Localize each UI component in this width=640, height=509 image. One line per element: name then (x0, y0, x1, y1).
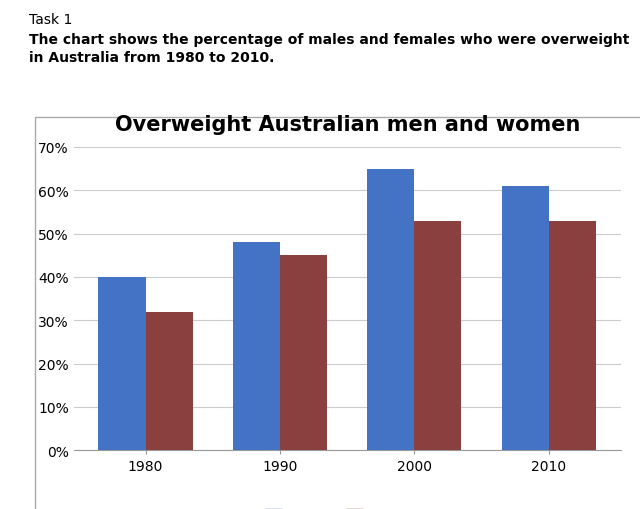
Bar (233, 243, 280, 450)
Title: Overweight Australian men and women: Overweight Australian men and women (115, 115, 580, 135)
Bar (145, 312, 193, 450)
Bar (280, 256, 327, 450)
Bar (35, 117, 640, 509)
Bar (415, 221, 461, 450)
Text: The chart shows the percentage of males and females who were overweight: The chart shows the percentage of males … (29, 33, 629, 47)
Bar (549, 221, 596, 450)
Text: Task 1: Task 1 (29, 13, 72, 26)
Bar (502, 186, 549, 450)
Legend: males, females: males, females (260, 503, 435, 509)
Bar (367, 169, 415, 450)
Text: in Australia from 1980 to 2010.: in Australia from 1980 to 2010. (29, 51, 274, 65)
Bar (99, 277, 145, 450)
